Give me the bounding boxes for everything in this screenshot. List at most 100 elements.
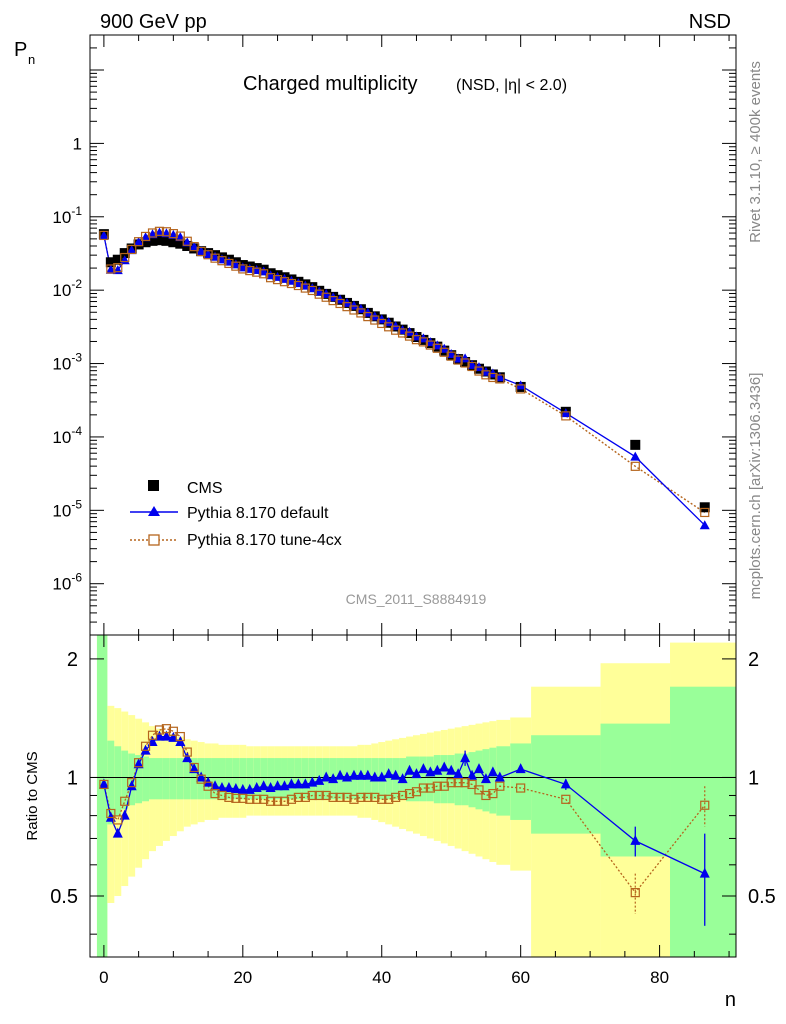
default-ratio-point [161, 730, 172, 741]
tune-point [113, 263, 123, 273]
tune-ratio-point [224, 792, 234, 802]
band-inner-bin [440, 755, 448, 804]
tune-ratio-point [561, 794, 571, 804]
y-tick-exponent: -4 [71, 424, 82, 438]
y-axis-label-subscript: n [28, 52, 35, 67]
tune-ratio-point [460, 778, 470, 788]
band-inner-bin [406, 756, 413, 802]
tune-ratio-point [481, 790, 491, 801]
band-inner-bin [142, 756, 150, 802]
legend-marker-tune [148, 534, 160, 546]
ratio-tick-label-right: 1 [748, 767, 759, 789]
tune-ratio-point [453, 778, 463, 788]
tune-ratio-point [259, 794, 269, 804]
tune-ratio-point [99, 779, 109, 790]
y-tick-label: 10-1 [52, 204, 82, 227]
tune-point [147, 228, 158, 238]
band-inner-bin [211, 758, 219, 800]
default-ratio-point [418, 763, 429, 774]
tune-line-main [103, 230, 706, 514]
default-ratio-point [494, 771, 505, 782]
tune-ratio-point [231, 793, 241, 803]
tune-ratio-point [196, 774, 206, 784]
default-ratio-point [362, 769, 373, 780]
default-ratio-point [258, 780, 269, 791]
y-tick-base: 10 [52, 355, 71, 374]
tune-point [272, 275, 283, 285]
tune-point [377, 318, 387, 329]
default-ratio-point [223, 782, 234, 793]
tune-point [342, 302, 352, 312]
default-point [630, 451, 641, 461]
cms-point [154, 235, 165, 246]
tune-ratio-point [432, 781, 442, 791]
band-inner-bin [413, 756, 420, 802]
tune-point [700, 507, 710, 518]
band-inner-bin [253, 758, 261, 800]
default-ratio-point [230, 782, 241, 793]
default-ratio-point [355, 769, 366, 780]
default-ratio-point [98, 778, 109, 789]
tune-point [196, 246, 206, 257]
band-inner-bin [281, 758, 288, 800]
tune-ratio-point [314, 790, 324, 801]
header-right: NSD [689, 11, 731, 33]
band-inner-bin [475, 750, 483, 810]
tune-ratio-point [217, 790, 227, 801]
tune-point [224, 258, 234, 269]
tune-point [495, 374, 505, 384]
tune-ratio-point [140, 741, 151, 751]
default-ratio-point [314, 774, 325, 785]
tune-point [120, 252, 130, 263]
y-tick-base: 10 [52, 428, 71, 447]
tune-ratio-point [342, 792, 352, 802]
tune-point [488, 372, 498, 383]
y-tick-label: 10-6 [52, 571, 82, 594]
y-tick-label: 10-5 [52, 497, 82, 520]
y-tick-base: 10 [52, 208, 71, 227]
legend: CMS Pythia 8.170 default Pythia 8.170 tu… [130, 480, 342, 549]
default-point [699, 520, 710, 530]
band-inner-bin [114, 746, 122, 816]
tune-ratio-point [134, 758, 144, 768]
band-inner-bin [426, 756, 434, 802]
tune-point [370, 315, 380, 325]
default-ratio-point [112, 827, 123, 838]
tune-ratio-point [446, 778, 456, 788]
band-inner-bin [260, 758, 268, 800]
tune-point [418, 337, 429, 347]
tune-ratio-point [210, 788, 220, 799]
tune-ratio-point [161, 724, 172, 734]
tune-ratio-point [189, 762, 199, 773]
tune-ratio-point [630, 888, 640, 898]
legend-marker-cms [148, 480, 159, 491]
tune-ratio-point [113, 815, 123, 825]
band-inner-bin [155, 758, 163, 800]
tune-point [391, 325, 401, 335]
tune-ratio-point [182, 747, 192, 757]
band-inner-bin [218, 758, 226, 800]
tune-ratio-point [467, 779, 477, 790]
tune-ratio-point [286, 794, 297, 804]
tune-ratio-point [418, 783, 429, 793]
tune-point [300, 283, 310, 293]
default-ratio-point [460, 752, 471, 763]
cms-point [112, 254, 123, 265]
ratio-axis-label: Ratio to CMS [24, 751, 41, 840]
tune-ratio-point [252, 794, 262, 804]
band-inner-bin [239, 758, 247, 800]
legend-label-default: Pythia 8.170 default [187, 505, 329, 522]
default-ratio-point [376, 771, 387, 782]
default-ratio-point [182, 752, 193, 763]
tune-point [168, 229, 178, 239]
y-tick-base: 10 [52, 281, 71, 300]
tune-point [182, 236, 192, 246]
side-label-lower: mcplots.cern.ch [arXiv:1306.3436] [747, 373, 764, 600]
band-inner-bin [149, 758, 156, 800]
tune-ratio-point [397, 790, 408, 801]
band-inner-bin [510, 743, 532, 820]
ratio-panel-frame [89, 634, 737, 958]
ratio-tick-label-left: 1 [67, 767, 78, 789]
tune-ratio-point [328, 792, 338, 802]
